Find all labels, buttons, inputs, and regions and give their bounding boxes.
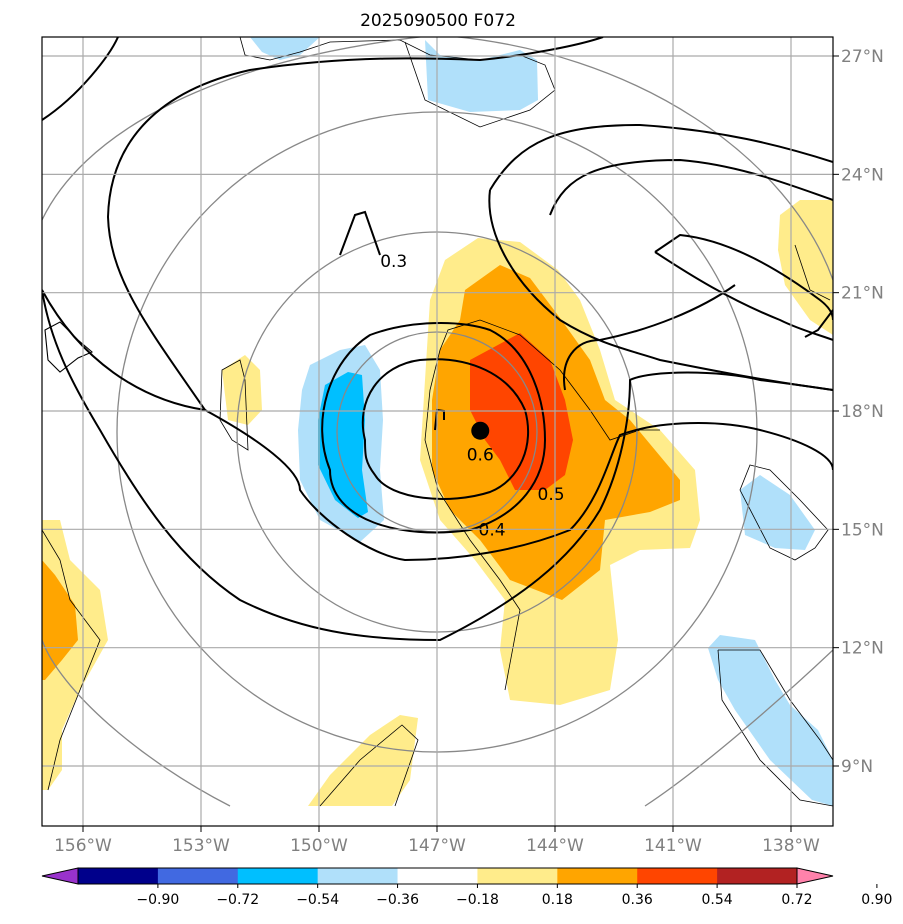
y-tick-label: 9°N	[841, 757, 873, 777]
contour-label: 0.6	[876, 307, 903, 327]
chart-title: 2025090500 F072	[360, 11, 516, 31]
colorbar-segment	[237, 868, 319, 884]
contour-label: 0.4	[479, 520, 506, 540]
contour-label: 0.6	[467, 445, 494, 465]
x-tick-label: 153°W	[172, 836, 230, 856]
x-axis-ticks: 156°W 153°W 150°W 147°W 144°W 141°W 138°W	[54, 826, 820, 856]
colorbar-segment	[78, 868, 159, 884]
positive-anomaly-light-region	[308, 715, 418, 806]
contour-label: 0.5	[538, 485, 565, 505]
colorbar-extend-high	[796, 867, 834, 885]
black-contour-lines	[42, 37, 833, 642]
colorbar-tick-label: −0.72	[216, 892, 259, 908]
colorbar-tick-label: −0.54	[296, 892, 339, 908]
x-tick-label: 150°W	[290, 836, 348, 856]
negative-anomaly-light-region	[250, 37, 320, 60]
y-tick-label: 12°N	[841, 639, 884, 659]
colorbar-segment	[157, 868, 239, 884]
y-tick-label: 21°N	[841, 284, 884, 304]
colorbar-tick-label: −0.18	[456, 892, 499, 908]
colorbar-tick-label: 0.18	[542, 892, 573, 908]
colorbar-segment	[637, 868, 718, 884]
colorbar-segment	[317, 868, 399, 884]
x-tick-label: 156°W	[54, 836, 112, 856]
colorbar-frame	[77, 867, 798, 885]
colorbar-tick-label: −0.90	[136, 892, 179, 908]
colorbar-segment	[397, 868, 478, 884]
storm-center-marker	[471, 421, 490, 440]
x-tick-label: 141°W	[644, 836, 702, 856]
colorbar-segment	[557, 868, 638, 884]
colorbar-extend-low	[41, 867, 79, 885]
colorbar-tick-label: 0.54	[702, 892, 733, 908]
y-tick-label: 18°N	[841, 402, 884, 422]
colorbar-segment	[717, 868, 798, 884]
x-tick-label: 138°W	[762, 836, 820, 856]
colorbar-tick-label: 0.72	[781, 892, 812, 908]
positive-anomaly-mid-region	[42, 560, 78, 680]
negative-anomaly-light-region	[740, 475, 815, 550]
contour-label: 0.3	[380, 252, 407, 272]
contour-labels: 0.3 0.6 0.5 0.4 0.6	[380, 252, 903, 540]
colorbar: −0.90 −0.72 −0.54 −0.36 −0.18 0.18 0.36 0.54 0.7…	[41, 867, 892, 908]
x-tick-label: 147°W	[408, 836, 466, 856]
y-tick-label: 27°N	[841, 47, 884, 67]
x-tick-label: 144°W	[526, 836, 584, 856]
y-tick-label: 15°N	[841, 520, 884, 540]
colorbar-tick-label: 0.36	[622, 892, 653, 908]
y-axis-ticks: 27°N 24°N 21°N 18°N 15°N 12°N 9°N	[833, 47, 884, 777]
colorbar-segment	[477, 868, 558, 884]
y-tick-label: 24°N	[841, 165, 884, 185]
colorbar-tick-label: −0.36	[376, 892, 419, 908]
colorbar-tick-label: 0.90	[861, 892, 892, 908]
gridlines	[42, 37, 833, 826]
negative-anomaly-light-region	[708, 635, 833, 806]
plot-area: 0.3 0.6 0.5 0.4 0.6	[42, 37, 903, 826]
negative-anomaly-light-region	[425, 40, 538, 112]
positive-anomaly-light-region	[778, 200, 833, 335]
